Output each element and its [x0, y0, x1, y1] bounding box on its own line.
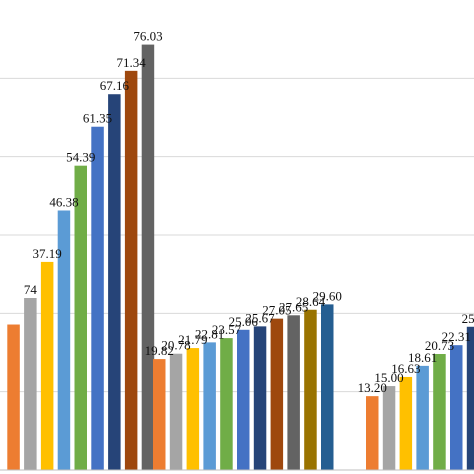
data-label: 67.16 [100, 78, 130, 93]
bars [7, 44, 474, 471]
data-label: 23.57 [212, 322, 242, 337]
data-label: 16.63 [391, 361, 420, 376]
bar [7, 324, 20, 470]
data-label: 76.03 [133, 29, 162, 44]
bar [416, 365, 429, 470]
data-label: 61.35 [83, 111, 112, 126]
bar [237, 329, 250, 470]
bar [287, 315, 300, 470]
bar [91, 126, 104, 470]
bar [253, 326, 267, 470]
bar [24, 298, 37, 470]
bar [382, 386, 396, 470]
data-label: 25.6 [462, 311, 474, 326]
data-label: 22.31 [442, 329, 471, 344]
bar [450, 345, 463, 470]
data-label: 54.39 [66, 150, 95, 165]
data-label: 20.73 [425, 338, 454, 353]
data-label: 74 [24, 282, 38, 297]
data-label: 27.65 [279, 299, 308, 314]
bar [433, 354, 446, 470]
data-label: 46.38 [49, 194, 78, 209]
data-label: 25.06 [229, 314, 259, 329]
bar [153, 359, 166, 470]
bar [399, 376, 413, 470]
data-label: 22.81 [195, 326, 224, 341]
data-label: 27.05 [262, 303, 291, 318]
data-label: 71.34 [117, 55, 147, 70]
data-label: 19.82 [145, 343, 174, 358]
data-label: 37.19 [33, 246, 62, 261]
data-label: 25.67 [245, 310, 275, 325]
bar [366, 396, 379, 470]
bar [40, 261, 54, 470]
bar [108, 94, 121, 470]
bar [270, 318, 284, 470]
bar [124, 70, 138, 470]
data-label: 20.78 [161, 338, 190, 353]
data-label: 28.64 [296, 294, 326, 309]
data-label: 15.00 [374, 370, 403, 385]
bar [186, 348, 200, 470]
data-label: 13.20 [358, 380, 387, 395]
data-labels: 74 37.19 46.38 54.39 61.35 67.16 71.34 76.03 19.… [24, 29, 474, 396]
bar [141, 44, 155, 471]
bar [203, 342, 216, 470]
bar [304, 309, 317, 470]
bar [169, 353, 183, 470]
bar [74, 165, 87, 470]
bar [466, 326, 474, 470]
bar [220, 338, 233, 470]
data-label: 21.79 [178, 332, 207, 347]
bar [321, 304, 334, 470]
data-label: 29.60 [313, 288, 342, 303]
bar [57, 210, 71, 471]
data-label: 18.61 [408, 350, 437, 365]
